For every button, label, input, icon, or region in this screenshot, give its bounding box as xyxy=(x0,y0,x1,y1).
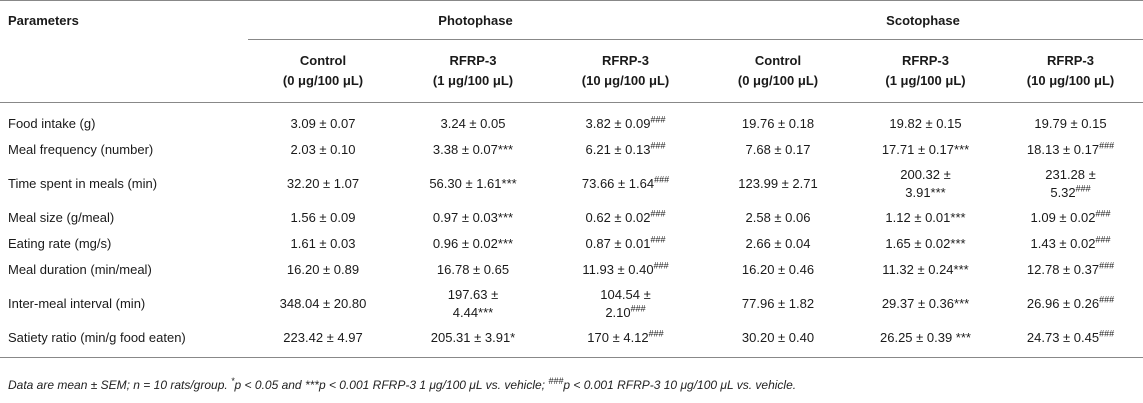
table-row: Meal size (g/meal) 1.56 ± 0.09 0.97 ± 0.03… xyxy=(0,205,1143,231)
table-cell: 19.76 ± 0.18 xyxy=(741,116,815,131)
photophase-header: Photophase xyxy=(248,0,703,40)
header-blank xyxy=(0,39,248,103)
table-cell: 170 ± 4.12### xyxy=(548,325,703,358)
table-cell: 16.20 ± 0.46 xyxy=(741,262,815,277)
table-cell: 12.78 ± 0.37### xyxy=(1026,260,1115,277)
table-cell: 29.37 ± 0.36*** xyxy=(881,296,970,311)
table-cell: 3.09 ± 0.07 xyxy=(290,116,356,131)
table-footnote: Data are mean ± SEM; n = 10 rats/group. … xyxy=(8,376,797,393)
row-label: Time spent in meals (min) xyxy=(8,176,158,191)
table-cell: 26.25 ± 0.39 *** xyxy=(853,325,998,358)
table-row: Eating rate (mg/s) 1.61 ± 0.03 0.96 ± 0.02… xyxy=(0,231,1143,257)
table-cell: 223.42 ± 4.97 xyxy=(248,325,398,358)
table-cell: 205.31 ± 3.91* xyxy=(398,325,548,358)
col-header: RFRP-3 (1 μg/100 μL) xyxy=(853,39,998,103)
table-cell: 73.66 ± 1.64### xyxy=(581,174,670,191)
table-cell: 1.12 ± 0.01*** xyxy=(885,210,966,225)
table-row: Meal frequency (number) 2.03 ± 0.10 3.38 ±… xyxy=(0,137,1143,163)
table-cell: 16.20 ± 0.89 xyxy=(286,262,360,277)
table-cell: 17.71 ± 0.17*** xyxy=(881,142,970,157)
col-header: RFRP-3 (10 μg/100 μL) xyxy=(998,39,1143,103)
scotophase-header: Scotophase xyxy=(703,0,1143,40)
table-cell: 123.99 ± 2.71 xyxy=(738,176,818,191)
table-cell: 3.82 ± 0.09### xyxy=(585,114,666,131)
row-label: Inter-meal interval (min) xyxy=(8,296,146,311)
table-cell: 1.65 ± 0.02*** xyxy=(885,236,966,251)
table-body: Food intake (g) 3.09 ± 0.07 3.24 ± 0.05 3.8… xyxy=(0,103,1143,358)
table-cell: 1.09 ± 0.02### xyxy=(1030,208,1111,225)
table-cell: 2.66 ± 0.04 xyxy=(745,236,811,251)
col-header: RFRP-3 (1 μg/100 μL) xyxy=(398,39,548,103)
col-header: RFRP-3 (10 μg/100 μL) xyxy=(548,39,703,103)
table-cell: 6.21 ± 0.13### xyxy=(585,140,666,157)
table-cell: 1.61 ± 0.03 xyxy=(290,236,356,251)
table-cell: 26.96 ± 0.26### xyxy=(1026,294,1115,311)
row-label: Food intake (g) xyxy=(8,116,96,131)
table-row: Satiety ratio (min/g food eaten) 223.42 ±… xyxy=(0,325,1143,358)
table-cell: 77.96 ± 1.82 xyxy=(741,296,815,311)
table-cell: 7.68 ± 0.17 xyxy=(745,142,811,157)
table-cell: 200.32 ±3.91*** xyxy=(900,167,951,200)
table-cell: 16.78 ± 0.65 xyxy=(436,262,510,277)
parameters-header: Parameters xyxy=(8,12,79,28)
table-cell: 0.87 ± 0.01### xyxy=(585,234,666,251)
table-row: Inter-meal interval (min) 348.04 ± 20.80 1… xyxy=(0,283,1143,325)
row-label: Satiety ratio (min/g food eaten) xyxy=(0,325,248,358)
row-label: Meal duration (min/meal) xyxy=(8,262,152,277)
header-group-row: Parameters Photophase Scotophase xyxy=(0,0,1143,40)
table-cell: 19.79 ± 0.15 xyxy=(1034,116,1107,131)
col-header: Control (0 μg/100 μL) xyxy=(703,39,853,103)
header-sub-row: Control (0 μg/100 μL) RFRP-3 (1 μg/100 μL)… xyxy=(0,39,1143,103)
row-label: Eating rate (mg/s) xyxy=(8,236,112,251)
table-cell: 0.97 ± 0.03*** xyxy=(432,210,514,225)
row-label: Meal frequency (number) xyxy=(8,142,154,157)
table-cell: 56.30 ± 1.61*** xyxy=(429,176,517,191)
table-cell: 231.28 ±5.32### xyxy=(1045,167,1096,200)
table-row: Meal duration (min/meal) 16.20 ± 0.89 16.7… xyxy=(0,257,1143,283)
table-cell: 197.63 ±4.44*** xyxy=(447,287,499,320)
table-cell: 19.82 ± 0.15 xyxy=(889,116,962,131)
table-cell: 32.20 ± 1.07 xyxy=(286,176,360,191)
table-cell: 11.93 ± 0.40### xyxy=(582,260,669,277)
table-cell: 2.58 ± 0.06 xyxy=(745,210,811,225)
data-table: Parameters Photophase Scotophase Control… xyxy=(0,0,1143,358)
table-cell: 3.24 ± 0.05 xyxy=(440,116,506,131)
col-header: Control (0 μg/100 μL) xyxy=(248,39,398,103)
table-cell: 30.20 ± 0.40 xyxy=(703,325,853,358)
row-label: Meal size (g/meal) xyxy=(8,210,115,225)
table-cell: 0.62 ± 0.02### xyxy=(585,208,666,225)
table-row: Food intake (g) 3.09 ± 0.07 3.24 ± 0.05 3.8… xyxy=(0,103,1143,138)
table-cell: 18.13 ± 0.17### xyxy=(1026,140,1115,157)
table-cell: 348.04 ± 20.80 xyxy=(279,296,367,311)
table-cell: 1.43 ± 0.02### xyxy=(1030,234,1111,251)
table-cell: 3.38 ± 0.07*** xyxy=(432,142,514,157)
table-cell: 2.03 ± 0.10 xyxy=(290,142,356,157)
table-cell: 1.56 ± 0.09 xyxy=(290,210,356,225)
table-cell: 0.96 ± 0.02*** xyxy=(432,236,514,251)
table-cell: 104.54 ±2.10### xyxy=(600,287,651,320)
table-cell: 11.32 ± 0.24*** xyxy=(882,262,969,277)
table-cell: 24.73 ± 0.45### xyxy=(998,325,1143,358)
table-row: Time spent in meals (min) 32.20 ± 1.07 56.… xyxy=(0,163,1143,205)
